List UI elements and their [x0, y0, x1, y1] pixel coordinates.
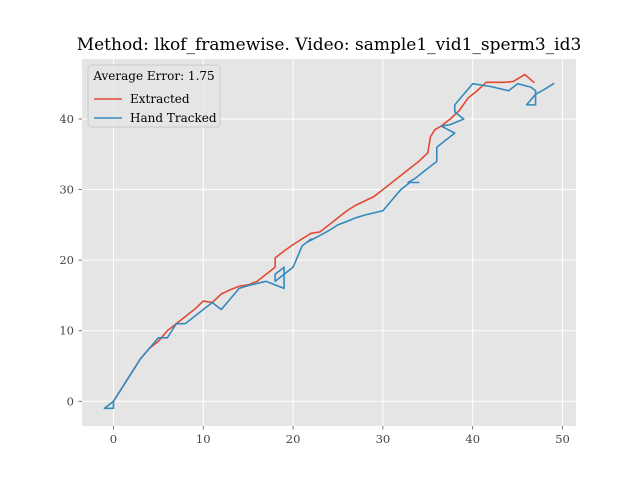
x-tick-label: 40 [465, 432, 480, 446]
x-tick-label: 50 [555, 432, 570, 446]
legend-box [87, 64, 221, 128]
grid-lines [82, 59, 576, 426]
y-tick-label: 10 [59, 324, 74, 338]
y-tick-label: 0 [67, 394, 74, 408]
x-tick-label: 0 [110, 432, 117, 446]
legend-entry-label: Extracted [130, 92, 190, 106]
y-tick-label: 20 [59, 253, 74, 267]
series-layer [103, 73, 555, 410]
series-line-extracted [112, 73, 535, 403]
x-tick-label: 30 [376, 432, 391, 446]
legend: Average Error: 1.75 Extracted Hand Tracke… [87, 64, 221, 128]
x-tick-label: 10 [196, 432, 211, 446]
y-tick-label: 30 [59, 183, 74, 197]
axis-ticks: 0 10 20 30 40 50 0 10 20 30 40 [59, 112, 569, 446]
legend-entry-label: Hand Tracked [130, 111, 217, 125]
series-line-hand-tracked [103, 82, 555, 410]
chart-title: Method: lkof_framewise. Video: sample1_v… [77, 35, 582, 55]
legend-title: Average Error: 1.75 [92, 69, 214, 83]
x-tick-label: 20 [286, 432, 301, 446]
y-tick-label: 40 [59, 112, 74, 126]
